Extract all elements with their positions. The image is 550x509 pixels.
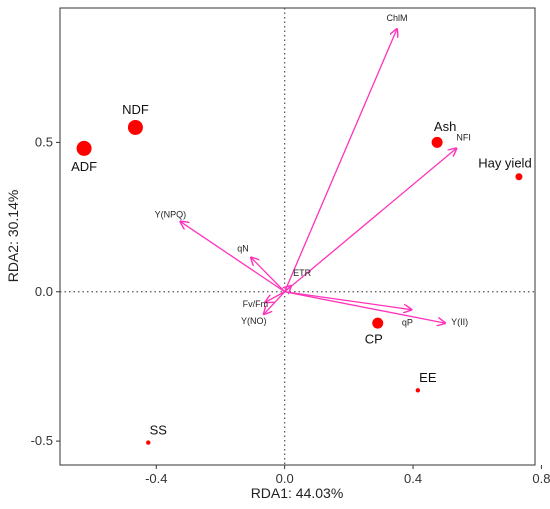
arrow-label-nfi: NFI bbox=[456, 132, 471, 142]
x-tick-label: -0.4 bbox=[145, 471, 167, 486]
y-tick-label: -0.5 bbox=[31, 433, 53, 448]
arrow-label-y-ii: Y(II) bbox=[451, 317, 468, 327]
point-label-ee: EE bbox=[419, 370, 437, 385]
y-tick-label: 0.5 bbox=[35, 134, 53, 149]
point-ash bbox=[431, 136, 443, 148]
plot-panel bbox=[59, 7, 536, 466]
x-tick-label: 0.4 bbox=[404, 471, 422, 486]
arrow-fv-fm bbox=[265, 291, 285, 302]
arrow-label-qn: qN bbox=[237, 243, 249, 253]
arrow-label-y-npq: Y(NPQ) bbox=[155, 210, 187, 220]
point-cp bbox=[372, 317, 384, 329]
arrow-etr bbox=[285, 286, 291, 292]
arrow-label-qp: qP bbox=[402, 318, 413, 328]
point-ee bbox=[415, 388, 421, 393]
arrow-chlm bbox=[284, 29, 397, 293]
point-label-hay-yield: Hay yield bbox=[478, 155, 531, 170]
y-tick-label: 0.0 bbox=[35, 284, 53, 299]
point-ss bbox=[146, 440, 151, 445]
point-label-ss: SS bbox=[150, 422, 168, 437]
point-label-ash: Ash bbox=[434, 119, 456, 134]
arrow-label-y-no: Y(NO) bbox=[241, 316, 267, 326]
point-adf bbox=[76, 140, 92, 156]
point-label-adf: ADF bbox=[71, 159, 97, 174]
x-tick-label: 0.0 bbox=[276, 471, 294, 486]
y-axis-title: RDA2: 30.14% bbox=[5, 190, 21, 283]
arrow-label-chlm: ChlM bbox=[386, 13, 407, 23]
arrow-y-ii bbox=[284, 291, 445, 323]
point-label-ndf: NDF bbox=[122, 102, 149, 117]
arrow-qp bbox=[284, 291, 412, 310]
x-axis-title: RDA1: 44.03% bbox=[251, 485, 344, 501]
point-hay-yield bbox=[515, 173, 523, 181]
arrow-label-fv-fm: Fv/Fm bbox=[243, 299, 269, 309]
x-tick-label: 0.8 bbox=[532, 471, 550, 486]
arrow-nfi bbox=[284, 148, 457, 293]
point-label-cp: CP bbox=[365, 332, 383, 347]
arrow-y-no bbox=[264, 291, 286, 314]
arrow-qn bbox=[251, 257, 286, 293]
point-ndf bbox=[127, 119, 143, 135]
arrow-y-npq bbox=[180, 222, 286, 293]
arrow-label-etr: ETR bbox=[293, 268, 312, 278]
